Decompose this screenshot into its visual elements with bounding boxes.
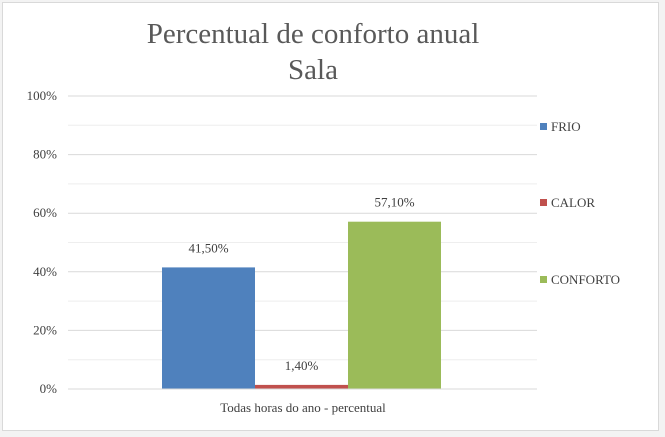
bars — [162, 221, 441, 389]
x-category-label: Todas horas do ano - percentual — [220, 400, 386, 415]
data-label-conforto: 57,10% — [374, 195, 414, 210]
chart-title: Percentual de conforto anual — [147, 18, 480, 50]
y-axis-ticks: 0% 20% 40% 60% 80% 100% — [27, 88, 58, 396]
legend-swatch-calor — [540, 199, 547, 206]
bar-frio — [162, 267, 255, 389]
chart-subtitle: Sala — [288, 54, 338, 86]
y-tick-label: 0% — [40, 381, 58, 396]
bar-calor — [255, 384, 348, 389]
legend-label-conforto: CONFORTO — [551, 272, 620, 287]
legend-label-frio: FRIO — [551, 119, 581, 134]
y-tick-label: 20% — [33, 322, 57, 337]
gridlines — [68, 95, 537, 390]
legend-swatch-frio — [540, 123, 547, 130]
bar-conforto — [348, 221, 441, 389]
legend-swatch-conforto — [540, 276, 547, 283]
data-label-frio: 41,50% — [188, 240, 228, 255]
legend: FRIO CALOR CONFORTO — [540, 119, 620, 287]
legend-label-calor: CALOR — [551, 195, 595, 210]
y-tick-label: 60% — [33, 205, 57, 220]
y-tick-label: 40% — [33, 264, 57, 279]
data-label-calor: 1,40% — [285, 358, 319, 373]
y-tick-label: 80% — [33, 147, 57, 162]
y-tick-label: 100% — [27, 88, 58, 103]
data-labels: 41,50% 1,40% 57,10% — [188, 195, 414, 373]
